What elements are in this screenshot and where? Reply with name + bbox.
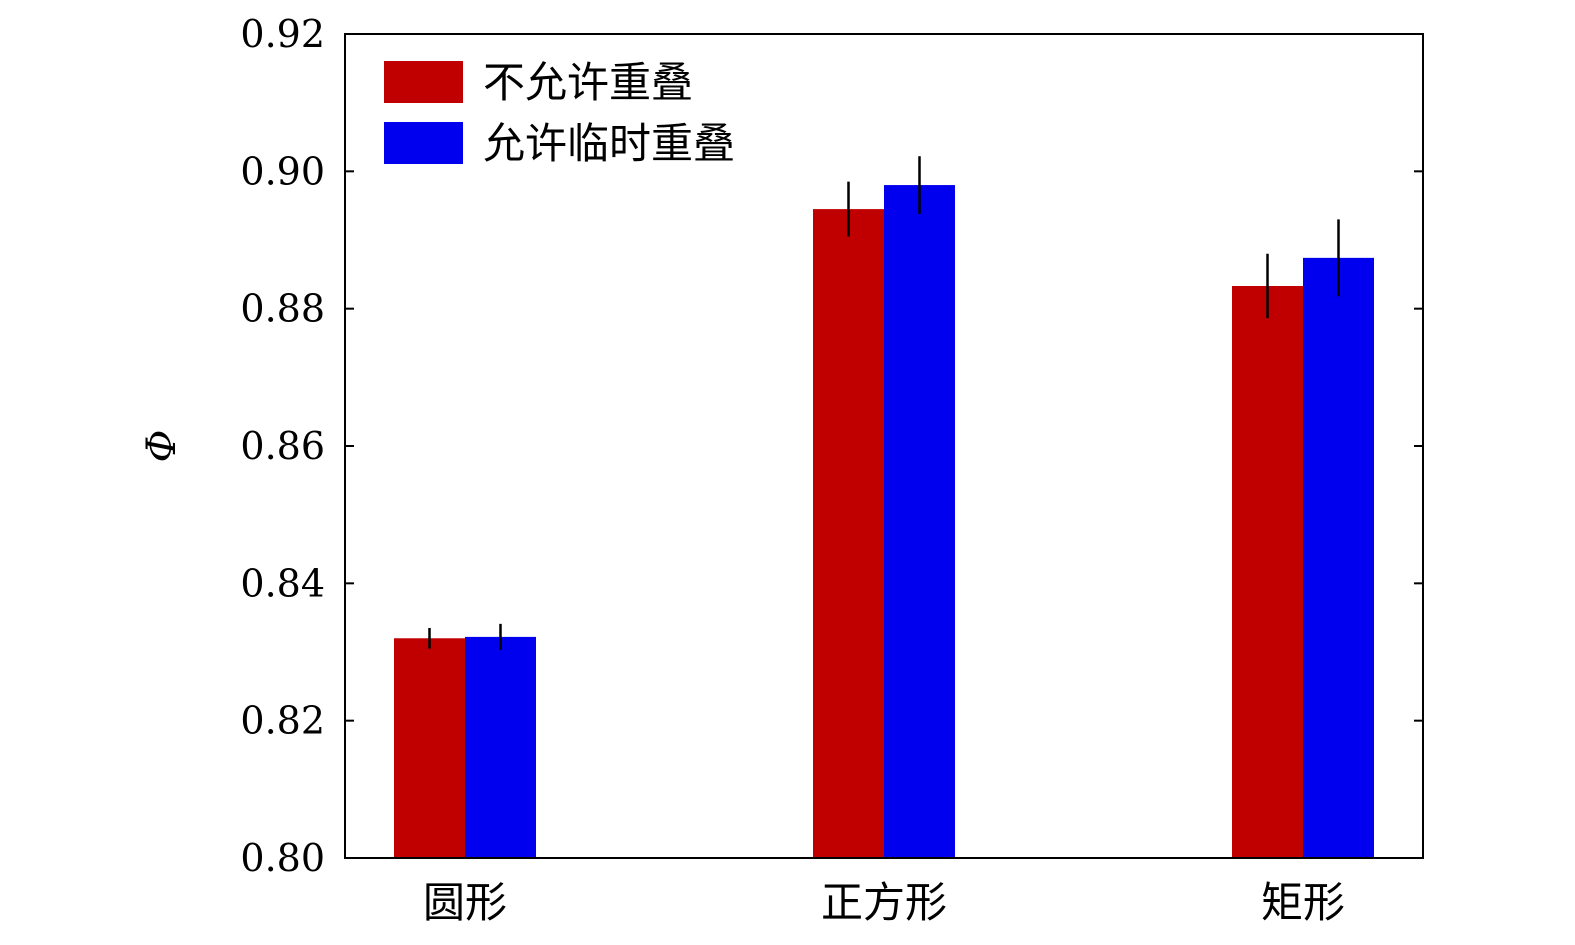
y-axis-label: Φ: [139, 430, 185, 463]
legend-swatch: [384, 122, 463, 164]
y-tick-label: 0.92: [240, 12, 325, 56]
y-tick-label: 0.80: [240, 836, 325, 880]
bar-no-overlap: [813, 209, 884, 859]
x-category-label: 正方形: [821, 878, 947, 927]
error-bars-layer: [428, 156, 1340, 650]
y-axis-ticks: 0.80 0.82 0.84 0.86 0.88 0.90 0.92: [240, 12, 1423, 880]
x-category-label: 矩形: [1261, 878, 1345, 927]
y-tick-label: 0.82: [240, 699, 325, 743]
y-tick-label: 0.88: [240, 287, 325, 331]
bar-temp-overlap: [465, 636, 536, 858]
bars-layer: [394, 185, 1374, 859]
bar-temp-overlap: [884, 185, 955, 859]
y-tick-label: 0.90: [240, 149, 325, 193]
x-category-label: 圆形: [423, 878, 507, 927]
bar-no-overlap: [1232, 286, 1303, 858]
x-axis-ticks: 圆形 正方形 矩形: [423, 878, 1345, 927]
y-tick-label: 0.86: [240, 424, 325, 468]
bar-no-overlap: [394, 638, 465, 858]
bar-temp-overlap: [1303, 257, 1374, 858]
legend-label: 不允许重叠: [483, 58, 693, 107]
legend-label: 允许临时重叠: [483, 119, 735, 168]
y-tick-label: 0.84: [240, 561, 325, 605]
legend-swatch: [384, 61, 463, 103]
